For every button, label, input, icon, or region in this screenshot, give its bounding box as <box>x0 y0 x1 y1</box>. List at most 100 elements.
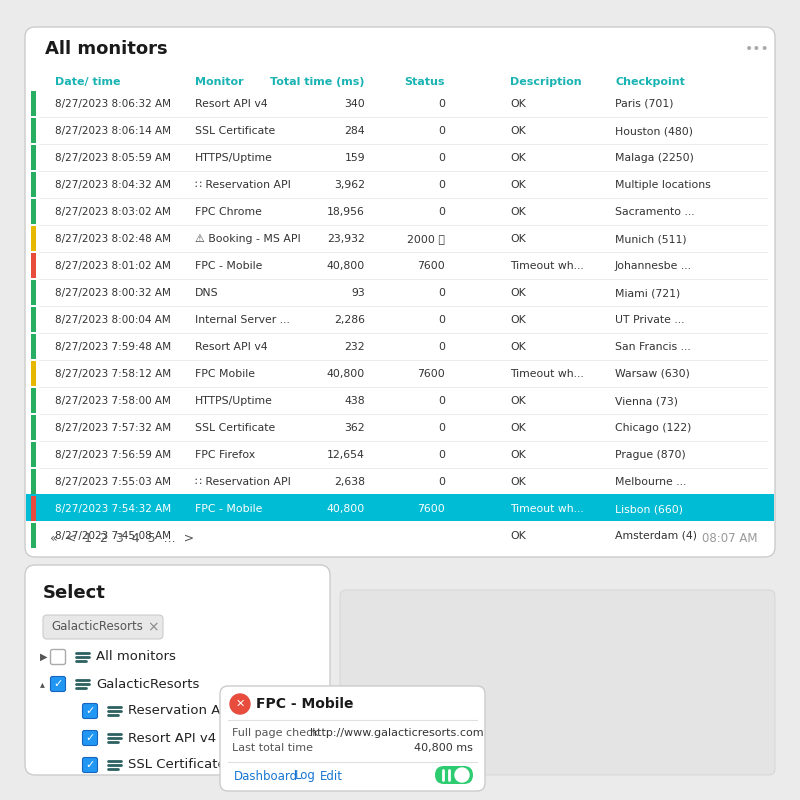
Text: ✓: ✓ <box>86 733 94 743</box>
Bar <box>31 118 36 142</box>
Circle shape <box>455 768 469 782</box>
Text: Total time (ms): Total time (ms) <box>270 77 365 87</box>
Text: Log: Log <box>295 770 316 782</box>
FancyBboxPatch shape <box>25 565 330 775</box>
Text: DNS: DNS <box>195 288 218 298</box>
Text: OK: OK <box>510 288 526 298</box>
Bar <box>26 494 774 521</box>
FancyBboxPatch shape <box>82 703 98 718</box>
Text: Edit: Edit <box>320 770 343 782</box>
Text: OK: OK <box>510 180 526 190</box>
FancyBboxPatch shape <box>82 730 98 746</box>
Text: 8/27/2023 7:57:32 AM: 8/27/2023 7:57:32 AM <box>55 423 171 433</box>
Text: 40,800: 40,800 <box>326 369 365 379</box>
Text: OK: OK <box>510 342 526 352</box>
Text: Sacramento ...: Sacramento ... <box>615 207 694 217</box>
Text: Multiple locations: Multiple locations <box>615 180 710 190</box>
Text: FPC - Mobile: FPC - Mobile <box>256 697 354 711</box>
Text: OK: OK <box>510 126 526 136</box>
Text: ▴: ▴ <box>40 679 45 689</box>
Text: 8/27/2023 8:06:32 AM: 8/27/2023 8:06:32 AM <box>55 99 171 109</box>
Bar <box>31 145 36 170</box>
Text: •••: ••• <box>745 42 770 56</box>
Text: HTTPS/Uptime: HTTPS/Uptime <box>195 396 273 406</box>
Bar <box>31 90 36 115</box>
Text: 0: 0 <box>438 207 445 217</box>
Text: OK: OK <box>510 153 526 163</box>
Text: Resort API v4: Resort API v4 <box>195 342 268 352</box>
FancyBboxPatch shape <box>50 650 66 665</box>
Text: 2000 📷: 2000 📷 <box>407 234 445 244</box>
Text: OK: OK <box>510 207 526 217</box>
Text: OK: OK <box>510 423 526 433</box>
Text: Reservation API: Reservation API <box>128 705 232 718</box>
Text: 8/27/2023 7:56:59 AM: 8/27/2023 7:56:59 AM <box>55 450 171 460</box>
Text: 0: 0 <box>438 315 445 325</box>
Text: Dashboard: Dashboard <box>234 770 298 782</box>
Text: Malaga (2250): Malaga (2250) <box>615 153 694 163</box>
Text: Date/ time: Date/ time <box>55 77 121 87</box>
Text: ✕: ✕ <box>235 699 245 709</box>
Text: 438: 438 <box>344 396 365 406</box>
Text: Warsaw (630): Warsaw (630) <box>615 369 690 379</box>
Bar <box>31 361 36 386</box>
Text: GalacticResorts: GalacticResorts <box>96 678 199 690</box>
Text: OK: OK <box>510 477 526 487</box>
Text: Status: Status <box>405 77 445 87</box>
Text: Internal Server ...: Internal Server ... <box>195 315 290 325</box>
Bar <box>31 387 36 413</box>
Text: 362: 362 <box>344 423 365 433</box>
Text: FPC - Mobile: FPC - Mobile <box>195 261 262 271</box>
Text: SSL Certificate: SSL Certificate <box>195 126 275 136</box>
Text: 8/27/2023 8:00:04 AM: 8/27/2023 8:00:04 AM <box>55 315 170 325</box>
Text: 7600: 7600 <box>418 504 445 514</box>
Text: 0: 0 <box>438 477 445 487</box>
Text: 2,286: 2,286 <box>334 315 365 325</box>
Text: FPC - Mobile: FPC - Mobile <box>195 504 262 514</box>
Text: ✓: ✓ <box>86 760 94 770</box>
Text: 8/27/2023 7:45:08 AM: 8/27/2023 7:45:08 AM <box>55 531 171 541</box>
Text: ∷ Reservation API: ∷ Reservation API <box>195 180 291 190</box>
Text: 8/27/2023 7:58:12 AM: 8/27/2023 7:58:12 AM <box>55 369 171 379</box>
Text: Timeout wh...: Timeout wh... <box>510 369 584 379</box>
FancyBboxPatch shape <box>220 686 485 791</box>
Bar <box>31 306 36 331</box>
Text: 8/27/2023 8:04:32 AM: 8/27/2023 8:04:32 AM <box>55 180 171 190</box>
Text: Timeout wh...: Timeout wh... <box>510 504 584 514</box>
Text: FPC Chrome: FPC Chrome <box>195 207 262 217</box>
Text: ⚠ Booking - MS API: ⚠ Booking - MS API <box>195 234 301 244</box>
Text: 0: 0 <box>438 423 445 433</box>
FancyBboxPatch shape <box>43 615 163 639</box>
Text: Monitor: Monitor <box>195 77 244 87</box>
Text: 8/27/2023 7:54:32 AM: 8/27/2023 7:54:32 AM <box>55 504 171 514</box>
Text: 8/27/2023 8:05:59 AM: 8/27/2023 8:05:59 AM <box>55 153 171 163</box>
Text: 8/27/2023 8:02:48 AM: 8/27/2023 8:02:48 AM <box>55 234 171 244</box>
Bar <box>31 495 36 521</box>
Text: 0: 0 <box>438 450 445 460</box>
FancyBboxPatch shape <box>435 766 473 784</box>
Text: Houston (480): Houston (480) <box>615 126 693 136</box>
Text: 8/27/2023 8:03:02 AM: 8/27/2023 8:03:02 AM <box>55 207 171 217</box>
Circle shape <box>230 694 250 714</box>
Text: 0: 0 <box>438 99 445 109</box>
Text: Description: Description <box>510 77 582 87</box>
Bar <box>31 198 36 223</box>
Text: OK: OK <box>510 531 526 541</box>
Text: 18,956: 18,956 <box>327 207 365 217</box>
Text: http://www.galacticresorts.com: http://www.galacticresorts.com <box>310 728 484 738</box>
Text: 7600: 7600 <box>418 369 445 379</box>
Text: 40,800: 40,800 <box>326 261 365 271</box>
Text: 340: 340 <box>344 99 365 109</box>
Bar <box>31 469 36 494</box>
Text: OK: OK <box>510 99 526 109</box>
Text: Chicago (122): Chicago (122) <box>615 423 691 433</box>
FancyBboxPatch shape <box>25 27 775 557</box>
Text: 2,638: 2,638 <box>334 477 365 487</box>
Text: All monitors: All monitors <box>96 650 176 663</box>
Text: 8/27/2023 8:01:02 AM: 8/27/2023 8:01:02 AM <box>55 261 171 271</box>
Text: San Francis ...: San Francis ... <box>615 342 690 352</box>
Text: 232: 232 <box>344 342 365 352</box>
Bar <box>31 522 36 547</box>
Bar <box>31 414 36 439</box>
Text: 3,962: 3,962 <box>334 180 365 190</box>
